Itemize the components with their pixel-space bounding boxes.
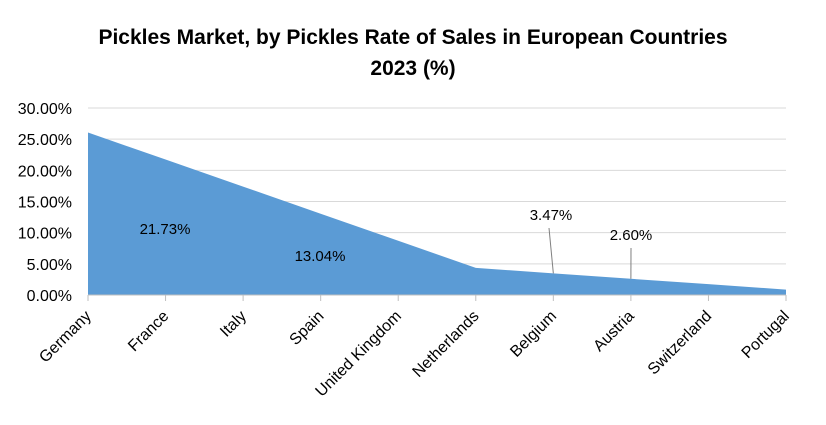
y-tick-label: 20.00%	[18, 163, 72, 180]
y-tick-label: 10.00%	[18, 226, 72, 243]
y-tick-label: 0.00%	[27, 288, 72, 305]
chart-title: Pickles Market, by Pickles Rate of Sales…	[0, 22, 826, 84]
x-tick-label: Netherlands	[410, 308, 483, 381]
x-tick-label: United Kingdom	[313, 308, 406, 401]
chart-title-line-2: 2023 (%)	[370, 57, 456, 80]
x-tick-label: Switzerland	[645, 308, 716, 379]
x-tick-label: Germany	[36, 308, 95, 367]
y-tick-label: 5.00%	[27, 257, 72, 274]
x-tick-label: Spain	[287, 308, 328, 349]
data-label-leader-line	[548, 227, 554, 274]
x-tick-label: Portugal	[739, 308, 793, 362]
y-tick-label: 30.00%	[18, 101, 72, 118]
y-tick-label: 25.00%	[18, 132, 72, 149]
data-label: 2.60%	[610, 227, 653, 244]
x-tick-label: Austria	[590, 308, 637, 355]
x-tick-label: France	[125, 308, 172, 355]
data-label: 21.73%	[140, 221, 191, 238]
y-tick-label: 15.00%	[18, 195, 72, 212]
data-label: 3.47%	[530, 207, 573, 224]
area-series	[88, 132, 786, 295]
chart-title-line-1: Pickles Market, by Pickles Rate of Sales…	[98, 26, 728, 49]
data-label: 13.04%	[295, 248, 346, 265]
x-tick-label: Italy	[217, 308, 250, 341]
x-tick-label: Belgium	[507, 308, 560, 361]
